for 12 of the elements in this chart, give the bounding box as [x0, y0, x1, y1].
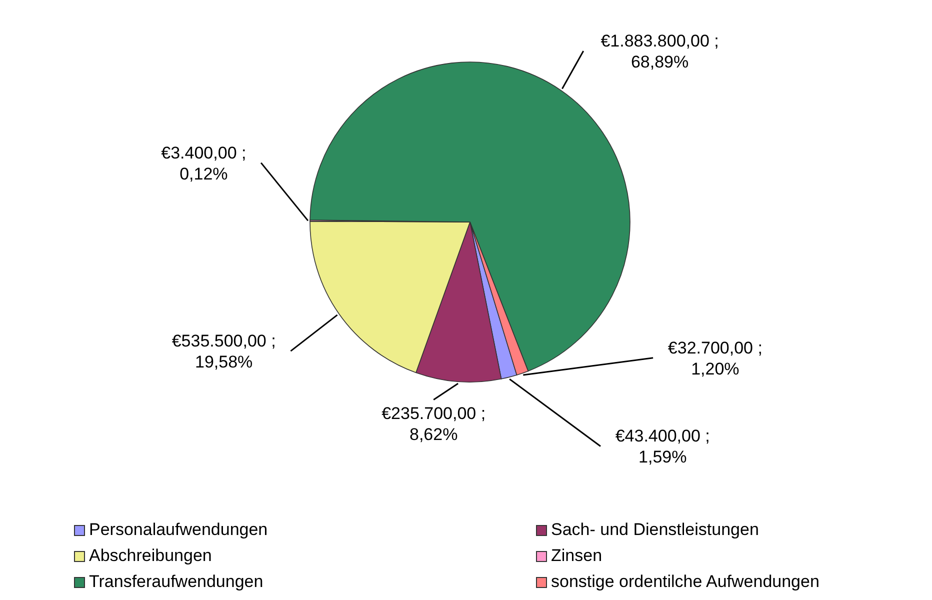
- data-label: €43.400,00 ; 1,59%: [615, 426, 710, 466]
- legend-label: Transferaufwendungen: [89, 572, 264, 592]
- legend-label: Sach- und Dienstleistungen: [551, 520, 759, 540]
- legend-label: Abschreibungen: [89, 546, 212, 566]
- legend-label: Personalaufwendungen: [89, 520, 268, 540]
- legend-label: Zinsen: [551, 546, 602, 566]
- data-label: €535.500,00 ; 19,58%: [172, 331, 276, 372]
- data-label: €3.400,00 ; 0,12%: [161, 142, 246, 183]
- data-label: €235.700,00 ; 8,62%: [382, 404, 486, 444]
- legend-label: sonstige ordentilche Aufwendungen: [551, 572, 820, 592]
- data-label: €32.700,00 ; 1,20%: [668, 338, 762, 378]
- data-label: €1.883.800,00 ; 68,89%: [600, 30, 719, 71]
